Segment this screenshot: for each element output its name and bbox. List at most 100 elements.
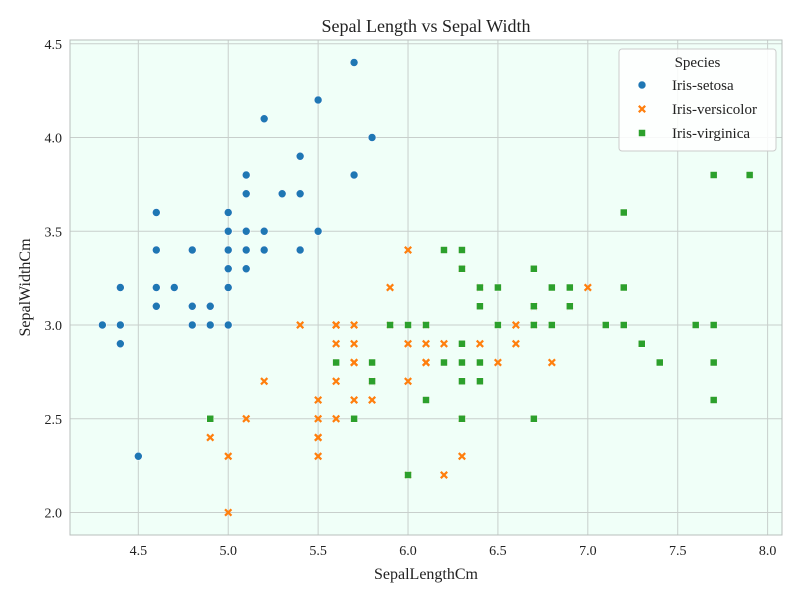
series-iris-virginica xyxy=(206,171,754,479)
data-point xyxy=(368,377,376,385)
data-point xyxy=(350,339,359,348)
data-point xyxy=(224,452,233,461)
x-tick-label: 7.0 xyxy=(579,544,597,559)
legend: Species Iris-setosa Iris-versicolor Iris-v… xyxy=(618,48,777,152)
data-point xyxy=(241,245,251,255)
data-point xyxy=(548,321,556,329)
data-point xyxy=(440,246,448,254)
legend-marker xyxy=(638,105,646,113)
data-point xyxy=(458,358,466,367)
data-point xyxy=(511,321,520,329)
data-point xyxy=(295,151,305,161)
data-point xyxy=(224,508,233,517)
data-point xyxy=(458,246,466,254)
data-point xyxy=(620,321,628,329)
data-point xyxy=(277,189,287,199)
x-tick-label: 7.5 xyxy=(669,544,687,559)
data-point xyxy=(223,245,233,255)
data-point xyxy=(476,283,484,292)
data-point xyxy=(422,321,430,329)
data-point xyxy=(332,358,340,367)
data-point xyxy=(476,358,484,367)
data-point xyxy=(655,358,664,367)
y-tick-labels: 2.0 2.5 3.0 3.5 4.0 4.5 xyxy=(45,38,63,522)
data-point xyxy=(404,246,412,254)
y-tick-label: 2.5 xyxy=(45,413,63,428)
data-point xyxy=(422,396,430,404)
y-tick-label: 3.0 xyxy=(45,319,63,334)
data-point xyxy=(404,321,412,329)
data-point xyxy=(206,433,215,442)
data-point xyxy=(241,264,251,274)
data-point xyxy=(223,208,233,217)
data-point xyxy=(566,283,574,292)
data-point xyxy=(205,320,215,330)
data-point xyxy=(368,358,376,367)
legend-label: Iris-setosa xyxy=(672,78,734,94)
data-point xyxy=(620,208,628,217)
legend-label: Iris-virginica xyxy=(672,126,750,142)
data-point xyxy=(116,339,125,349)
data-point xyxy=(583,283,592,292)
x-tick-label: 5.0 xyxy=(219,544,237,559)
data-point xyxy=(187,301,197,311)
data-point xyxy=(205,301,215,311)
data-point xyxy=(350,396,359,404)
data-point xyxy=(223,226,233,236)
data-point xyxy=(223,264,233,274)
data-point xyxy=(296,321,305,329)
data-point xyxy=(350,358,359,367)
data-point xyxy=(476,377,484,385)
data-point xyxy=(223,320,233,330)
data-point xyxy=(368,396,377,404)
data-point xyxy=(745,171,754,179)
data-point xyxy=(530,265,538,273)
x-tick-label: 6.5 xyxy=(489,544,507,559)
data-point xyxy=(475,339,484,348)
legend-title: Species xyxy=(675,55,721,71)
data-point xyxy=(349,170,359,180)
plot-frame xyxy=(69,39,783,536)
data-point xyxy=(332,414,341,423)
data-point xyxy=(440,339,448,348)
legend-items: Iris-setosa Iris-versicolor Iris-virginica xyxy=(637,78,757,142)
data-point xyxy=(313,95,323,105)
data-point xyxy=(314,414,323,423)
legend-marker xyxy=(637,80,647,90)
data-point xyxy=(386,283,395,292)
data-point xyxy=(440,471,448,479)
data-point xyxy=(709,358,718,367)
y-axis-label: SepalWidthCm xyxy=(17,238,34,337)
data-point xyxy=(404,377,412,386)
x-tick-label: 5.5 xyxy=(309,544,327,559)
data-point xyxy=(494,321,502,329)
data-point xyxy=(332,377,341,386)
data-point xyxy=(493,358,502,367)
data-point xyxy=(458,340,466,348)
data-point xyxy=(152,301,161,311)
data-point xyxy=(116,320,125,330)
data-point xyxy=(152,283,161,292)
data-point xyxy=(313,226,323,236)
data-point xyxy=(530,415,538,423)
data-point xyxy=(494,283,502,292)
data-point xyxy=(260,377,269,386)
data-point xyxy=(332,321,341,329)
series-iris-setosa xyxy=(98,58,377,461)
data-point xyxy=(709,321,718,329)
data-point xyxy=(458,265,466,273)
data-point xyxy=(386,321,394,329)
data-point xyxy=(457,452,466,461)
data-point xyxy=(404,339,412,348)
y-tick-label: 3.5 xyxy=(45,225,63,240)
data-point xyxy=(709,171,718,179)
data-point xyxy=(206,415,214,423)
data-point xyxy=(187,320,197,330)
data-point xyxy=(422,358,430,367)
data-point xyxy=(259,226,269,236)
data-point xyxy=(620,283,628,292)
data-point xyxy=(332,339,341,348)
data-point xyxy=(422,339,430,348)
legend-label: Iris-versicolor xyxy=(672,102,757,118)
